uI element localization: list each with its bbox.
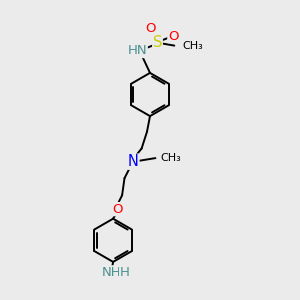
Text: H: H [120, 266, 130, 279]
Text: O: O [168, 29, 178, 43]
Text: N: N [128, 154, 139, 169]
Text: O: O [112, 202, 122, 216]
Text: CH₃: CH₃ [182, 41, 203, 51]
Text: CH₃: CH₃ [160, 153, 181, 163]
Text: S: S [153, 35, 162, 50]
Text: HN: HN [128, 44, 147, 58]
Text: O: O [146, 22, 156, 35]
Text: NH: NH [102, 266, 122, 279]
